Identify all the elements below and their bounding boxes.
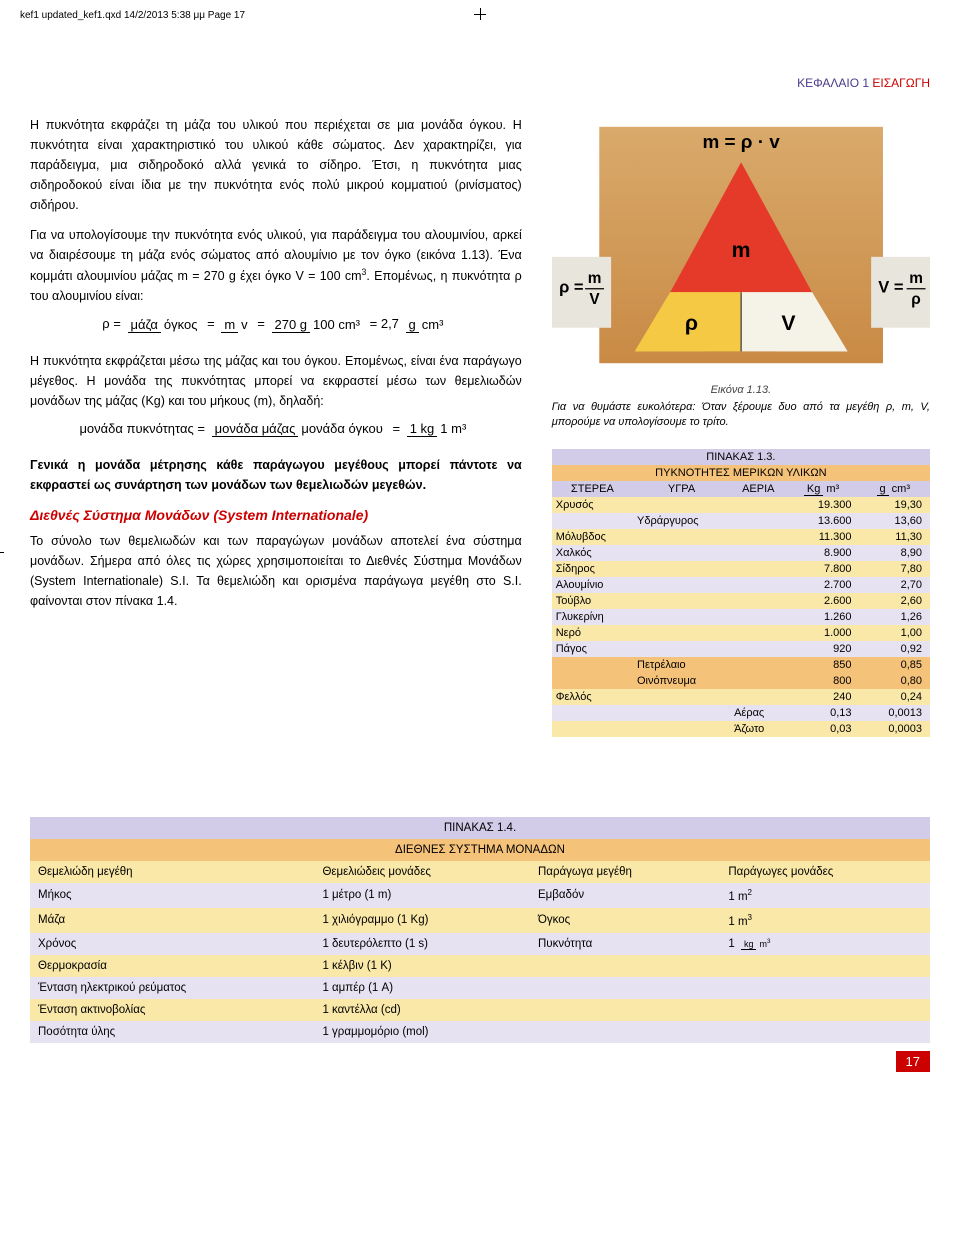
fig-top-eq: m = ρ · v	[702, 132, 780, 153]
si-heading: Διεθνές Σύστημα Μονάδων (System Internat…	[30, 507, 522, 523]
f1-num3: 270 g	[272, 317, 311, 333]
f2-num1: μονάδα μάζας	[212, 421, 299, 437]
tbl2-h3: Παράγωγα μεγέθη	[530, 861, 720, 883]
tbl2-row: Μήκος1 μέτρο (1 m)Εμβαδόν1 m2	[30, 883, 930, 908]
paragraph-5: Το σύνολο των θεμελιωδών και των παραγώγ…	[30, 531, 522, 611]
tbl1-row: Πάγος9200,92	[552, 641, 930, 657]
tbl2-row: Ένταση ακτινοβολίας1 καντέλλα (cd)	[30, 999, 930, 1021]
two-column-layout: Η πυκνότητα εκφράζει τη μάζα του υλικού …	[30, 115, 930, 737]
tbl1-row: Τούβλο2.6002,60	[552, 593, 930, 609]
f1-den4: cm³	[419, 317, 447, 332]
f1-eq1: =	[207, 316, 215, 331]
table-si: ΠΙΝΑΚΑΣ 1.4. ΔΙΕΘΝΕΣ ΣΥΣΤΗΜΑ ΜΟΝΑΔΩΝ Θεμ…	[30, 817, 930, 1043]
tbl1-row: Φελλός2400,24	[552, 689, 930, 705]
fig-v: V	[781, 311, 796, 335]
tbl1-h2: ΥΓΡΑ	[633, 481, 730, 497]
f1-num4: g	[406, 317, 419, 333]
paragraph-1: Η πυκνότητα εκφράζει τη μάζα του υλικού …	[30, 115, 522, 215]
density-formula: ρ = μάζαόγκος = mv = 270 g100 cm³ = 2,7 …	[30, 316, 522, 332]
f1-eq2: =	[257, 316, 265, 331]
tbl2-subtitle: ΔΙΕΘΝΕΣ ΣΥΣΤΗΜΑ ΜΟΝΑΔΩΝ	[30, 839, 930, 861]
f1-den3: 100 cm³	[310, 317, 363, 332]
f2-den2: 1 m³	[437, 421, 469, 436]
tbl1-row: Μόλυβδος11.30011,30	[552, 529, 930, 545]
tbl1-subtitle: ΠΥΚΝΟΤΗΤΕΣ ΜΕΡΙΚΩΝ ΥΛΙΚΩΝ	[552, 465, 930, 481]
chapter-label: ΚΕΦΑΛΑΙΟ 1	[797, 76, 869, 90]
tbl2-row: Ένταση ηλεκτρικού ρεύματος1 αμπέρ (1 A)	[30, 977, 930, 999]
tbl2-h2: Θεμελιώδεις μονάδες	[314, 861, 530, 883]
tbl1-row: Νερό1.0001,00	[552, 625, 930, 641]
tbl1-h3: ΑΕΡΙΑ	[730, 481, 786, 497]
page-number: 17	[896, 1051, 930, 1072]
svg-text:ρ: ρ	[911, 291, 921, 308]
paragraph-4: Γενικά η μονάδα μέτρησης κάθε παράγωγου …	[30, 455, 522, 495]
tbl2-h4: Παράγωγες μονάδες	[720, 861, 930, 883]
figure-caption: Εικόνα 1.13.	[552, 384, 930, 396]
tbl1-row: Πετρέλαιο8500,85	[552, 657, 930, 673]
tbl1-u1: Kgm³	[787, 481, 860, 497]
tbl1-u2: gcm³	[860, 481, 930, 497]
f2-lhs: μονάδα πυκνότητας =	[79, 421, 205, 436]
tbl2-row: Χρόνος1 δευτερόλεπτο (1 s)Πυκνότητα1 kgm…	[30, 933, 930, 955]
left-column: Η πυκνότητα εκφράζει τη μάζα του υλικού …	[30, 115, 522, 737]
tbl1-title: ΠΙΝΑΚΑΣ 1.3.	[552, 449, 930, 465]
crop-mark-top	[474, 8, 486, 20]
tbl2-h1: Θεμελιώδη μεγέθη	[30, 861, 314, 883]
tbl2-row: Μάζα1 χιλιόγραμμο (1 Kg)Όγκος1 m3	[30, 908, 930, 933]
f1-eq3: = 2,7	[370, 316, 399, 331]
paragraph-2: Για να υπολογίσουμε την πυκνότητα ενός υ…	[30, 225, 522, 306]
crop-mark-left	[0, 546, 4, 558]
figure-caption-text: Για να θυμάστε ευκολότερα: Όταν ξέρουμε …	[552, 400, 930, 431]
tbl2-row: Ποσότητα ύλης1 γραμμομόριο (mol)	[30, 1021, 930, 1043]
fig-rho: ρ	[685, 311, 698, 335]
f1-den1: όγκος	[161, 317, 201, 332]
fig-m: m	[731, 238, 750, 262]
fig-v-eq: V =	[878, 277, 903, 296]
svg-text:V: V	[589, 291, 600, 308]
f1-num2: m	[221, 317, 238, 333]
tbl1-row: Χαλκός8.9008,90	[552, 545, 930, 561]
page: kef1 updated_kef1.qxd 14/2/2013 5:38 μμ …	[0, 0, 960, 1092]
fig-rho-eq: ρ =	[559, 277, 583, 296]
density-triangle-diagram: m = ρ · v m ρ V ρ = m V V = m ρ	[552, 115, 930, 375]
tbl1-row: Γλυκερίνη1.2601,26	[552, 609, 930, 625]
table-densities: ΠΙΝΑΚΑΣ 1.3. ΠΥΚΝΟΤΗΤΕΣ ΜΕΡΙΚΩΝ ΥΛΙΚΩΝ Σ…	[552, 449, 930, 737]
f2-eq: =	[392, 421, 400, 436]
chapter-header: ΚΕΦΑΛΑΙΟ 1 ΕΙΣΑΓΩΓΗ	[30, 76, 930, 90]
svg-text:m: m	[909, 270, 923, 287]
svg-text:m: m	[587, 270, 601, 287]
f2-num2: 1 kg	[407, 421, 438, 437]
table-si-wrap: ΠΙΝΑΚΑΣ 1.4. ΔΙΕΘΝΕΣ ΣΥΣΤΗΜΑ ΜΟΝΑΔΩΝ Θεμ…	[30, 817, 930, 1043]
tbl1-row: Οινόπνευμα8000,80	[552, 673, 930, 689]
tbl1-row: Αέρας0,130,0013	[552, 705, 930, 721]
f1-den2: v	[238, 317, 251, 332]
f2-den1: μονάδα όγκου	[298, 421, 386, 436]
tbl1-row: Σίδηρος7.8007,80	[552, 561, 930, 577]
unit-formula: μονάδα πυκνότητας = μονάδα μάζαςμονάδα ό…	[30, 421, 522, 437]
f1-rho: ρ =	[102, 316, 121, 331]
chapter-title: ΕΙΣΑΓΩΓΗ	[872, 76, 930, 90]
tbl2-title: ΠΙΝΑΚΑΣ 1.4.	[30, 817, 930, 839]
right-column: m = ρ · v m ρ V ρ = m V V = m ρ Εικόνα 1…	[552, 115, 930, 737]
paragraph-3: Η πυκνότητα εκφράζεται μέσω της μάζας κα…	[30, 351, 522, 411]
tbl1-row: Χρυσός19.30019,30	[552, 497, 930, 513]
tbl1-row: Υδράργυρος13.60013,60	[552, 513, 930, 529]
tbl1-row: Άζωτο0,030,0003	[552, 721, 930, 737]
tbl2-row: Θερμοκρασία1 κέλβιν (1 K)	[30, 955, 930, 977]
f1-num1: μάζα	[128, 317, 161, 333]
tbl1-h1: ΣΤΕΡΕΑ	[552, 481, 633, 497]
tbl1-row: Αλουμίνιο2.7002,70	[552, 577, 930, 593]
